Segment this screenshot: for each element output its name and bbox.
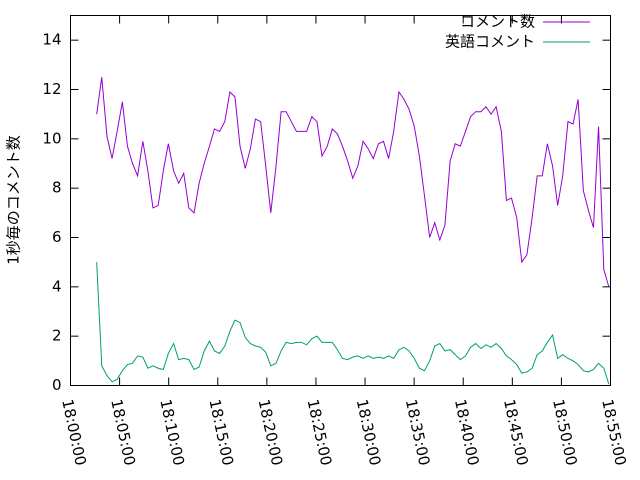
- y-tick-label: 6: [52, 228, 62, 246]
- y-axis-label: 1秒毎のコメント数: [5, 135, 23, 265]
- y-tick-label: 12: [42, 80, 61, 98]
- x-tick-label: 18:10:00: [156, 398, 188, 468]
- x-tick-label: 18:25:00: [304, 398, 336, 468]
- x-tick-label: 18:35:00: [402, 398, 434, 468]
- x-tick-label: 18:20:00: [255, 398, 287, 468]
- x-tick-label: 18:00:00: [58, 398, 90, 468]
- x-tick-label: 18:15:00: [205, 398, 237, 468]
- series-line: [96, 77, 610, 287]
- series-line: [96, 262, 610, 385]
- x-tick-label: 18:40:00: [451, 398, 483, 468]
- x-tick-label: 18:30:00: [353, 398, 385, 468]
- x-tick-label: 18:50:00: [549, 398, 581, 468]
- x-tick-label: 18:05:00: [107, 398, 139, 468]
- legend-label: コメント数: [460, 13, 535, 31]
- y-tick-label: 10: [42, 129, 61, 147]
- y-tick-label: 8: [52, 179, 62, 197]
- x-tick-label: 18:55:00: [598, 398, 630, 468]
- legend-label: 英語コメント: [445, 33, 535, 51]
- y-tick-label: 4: [52, 277, 62, 295]
- plot-border: [70, 15, 611, 386]
- y-tick-label: 0: [52, 376, 62, 394]
- y-tick-label: 14: [42, 31, 61, 49]
- y-tick-label: 2: [52, 327, 62, 345]
- x-tick-label: 18:45:00: [500, 398, 532, 468]
